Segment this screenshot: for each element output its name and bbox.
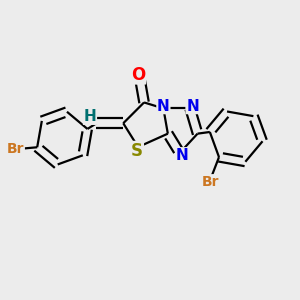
Text: N: N [186, 98, 199, 113]
Text: S: S [131, 142, 143, 160]
Text: N: N [157, 98, 170, 113]
Text: H: H [84, 109, 96, 124]
Text: Br: Br [7, 142, 24, 156]
Text: N: N [176, 148, 188, 163]
Text: Br: Br [202, 175, 219, 189]
Text: O: O [131, 66, 145, 84]
